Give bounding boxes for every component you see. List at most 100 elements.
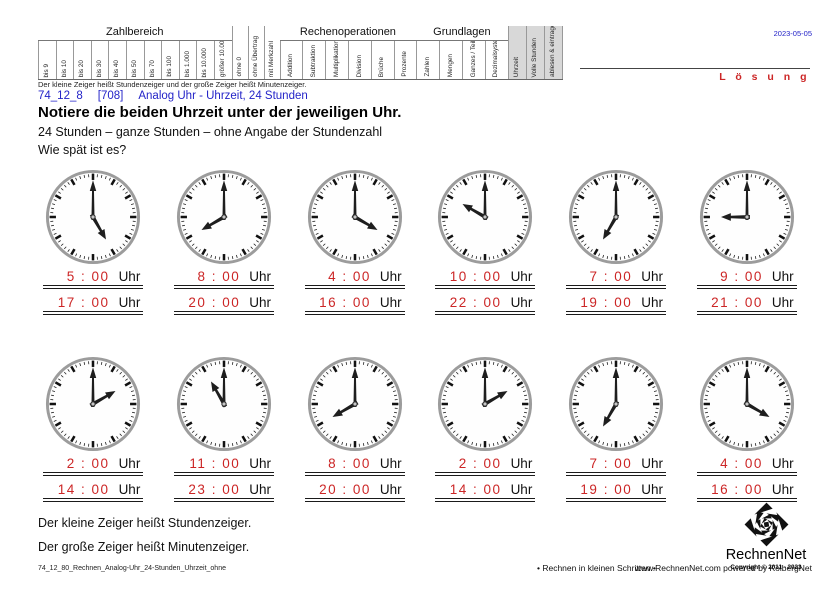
answer-time-value: 4 : 00 (720, 456, 763, 471)
answer-time-value: 14 : 00 (57, 482, 110, 497)
answer-time-value: 4 : 00 (328, 269, 371, 284)
matrix-section-zahlbereich: Zahlbereich bis 9 bis 10 bis 20 bis 30 bis 40… (38, 25, 232, 79)
matrix-cell: Brüche (370, 41, 394, 79)
minute-hand (351, 180, 358, 220)
time-answer-12h: 2 : 00 Uhr (435, 456, 536, 476)
hour-ticks (311, 360, 399, 448)
matrix-cell: bis 100 (161, 41, 179, 79)
answer-time-value: 7 : 00 (589, 456, 633, 471)
clock-exercise-cell: 2 : 00 Uhr 14 : 00 Uhr (43, 355, 144, 502)
hour-hand (602, 400, 620, 427)
time-answer-24h: 20 : 00 Uhr (173, 295, 274, 315)
answer-time-value: 14 : 00 (449, 482, 502, 497)
matrix-cell: Prozente (393, 41, 417, 79)
answer-double-rule (696, 498, 797, 502)
answer-unit-label: Uhr (379, 295, 402, 310)
analog-clock (176, 356, 272, 452)
matrix-cell: bis 10 (55, 41, 74, 79)
hour-ticks (703, 173, 791, 261)
topic-matrix: Zahlbereich bis 9 bis 10 bis 20 bis 30 bis 40… (38, 25, 563, 80)
time-answer-24h: 19 : 00 Uhr (565, 482, 666, 502)
answer-time-value: 20 : 00 (319, 482, 371, 497)
matrix-cell: Mengen (439, 41, 462, 79)
answer-double-rule (43, 285, 144, 289)
time-answer-12h: 10 : 00 Uhr (435, 269, 536, 289)
matrix-cell: bis 50 (125, 41, 144, 79)
clock-center-pin (90, 401, 97, 407)
answer-double-rule (435, 472, 536, 476)
matrix-cell-label: Multiplikation (332, 41, 340, 77)
clock-center-pin (613, 401, 619, 407)
answer-double-rule (43, 498, 144, 502)
answer-time-value: 17 : 00 (57, 295, 110, 310)
answer-double-rule (565, 285, 666, 289)
minute-ticks (50, 361, 137, 447)
clock-exercise-cell: 7 : 00 Uhr 19 : 00 Uhr (565, 355, 666, 502)
answer-double-rule (304, 472, 405, 476)
matrix-cell: ablesen & eintragen (544, 26, 563, 79)
brand-copyright: Copyright © 2011 - 2023 (730, 564, 802, 572)
answer-unit-label: Uhr (771, 295, 794, 310)
matrix-cell-label: bis 50 (131, 59, 139, 77)
matrix-section-extra: ohne 0 ohne Übertrag mit Merkzahl (231, 26, 280, 79)
answer-double-rule (696, 311, 797, 315)
clock-center-pin (743, 401, 750, 407)
hour-ticks (441, 360, 529, 448)
minute-hand (351, 367, 358, 407)
matrix-cell: Uhrzeit (507, 26, 526, 79)
answer-unit-label: Uhr (641, 456, 663, 471)
answer-double-rule (173, 498, 274, 502)
answer-double-rule (304, 311, 405, 315)
analog-clock (699, 356, 794, 452)
matrix-cell-label: bis 100 (166, 56, 174, 77)
answer-unit-label: Uhr (249, 269, 271, 284)
matrix-cell: bis 40 (108, 41, 126, 79)
matrix-cell: Multiplikation (325, 41, 348, 79)
time-answer-12h: 2 : 00 Uhr (43, 456, 144, 476)
solution-divider (580, 68, 810, 69)
matrix-cell: bis 10.000 (196, 41, 214, 79)
doc-topic: Analog Uhr - Uhrzeit, 24 Stunden (138, 90, 308, 102)
answer-time-value: 5 : 00 (66, 269, 110, 284)
matrix-cell-label: Addition (287, 53, 295, 77)
matrix-section-grundlagen: Grundlagen Zahlen Mengen Ganzes / Teile Dezi… (416, 25, 508, 79)
clock-exercise-cell: 8 : 00 Uhr 20 : 00 Uhr (304, 355, 405, 502)
matrix-cell: Addition (279, 41, 303, 79)
matrix-cell-label: Prozente (401, 51, 409, 77)
time-answer-24h: 16 : 00 Uhr (696, 482, 797, 502)
matrix-cell-label: Dezimalsystem (492, 41, 500, 77)
hour-ticks (180, 173, 268, 261)
answer-time-value: 19 : 00 (580, 295, 633, 310)
minute-hand (90, 180, 97, 220)
matrix-cell-label: bis 10.000 (201, 47, 209, 78)
answer-unit-label: Uhr (641, 295, 663, 310)
hour-ticks (441, 173, 529, 261)
answer-double-rule (435, 311, 536, 315)
answer-double-rule (43, 311, 144, 315)
time-answer-12h: 7 : 00 Uhr (565, 269, 666, 289)
analog-clock (438, 356, 533, 452)
answer-double-rule (565, 472, 666, 476)
minute-ticks (442, 174, 529, 260)
doc-id: 74_12_8 (38, 90, 83, 102)
matrix-cell: bis 1.000 (178, 41, 197, 79)
analog-clock (568, 356, 664, 452)
time-answer-12h: 8 : 00 Uhr (173, 269, 274, 289)
answer-unit-label: Uhr (249, 456, 271, 471)
answer-unit-label: Uhr (510, 295, 533, 310)
answer-unit-label: Uhr (510, 269, 533, 284)
answer-time-value: 9 : 00 (720, 269, 763, 284)
answer-double-rule (43, 472, 144, 476)
answer-time-value: 19 : 00 (580, 482, 633, 497)
clock-exercise-cell: 8 : 00 Uhr 20 : 00 Uhr (173, 168, 274, 315)
matrix-cell-label: ohne 0 (235, 57, 243, 77)
answer-unit-label: Uhr (118, 269, 141, 284)
minute-hand (90, 367, 97, 407)
matrix-cell-label: Division (355, 54, 363, 77)
minute-ticks (703, 361, 790, 447)
matrix-cell-label: ohne Übertrag (251, 36, 259, 77)
matrix-cell: Ganzes / Teile (461, 41, 485, 79)
answer-double-rule (173, 311, 274, 315)
answer-double-rule (304, 285, 405, 289)
minute-hand (743, 367, 750, 407)
